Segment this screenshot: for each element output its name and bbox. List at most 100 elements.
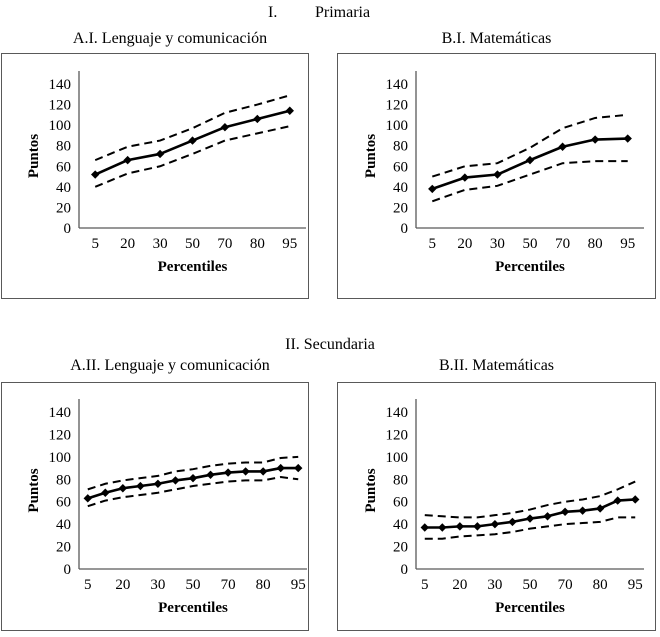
y-tick-label: 40 [56,180,71,196]
data-point-marker [420,523,429,532]
y-tick-label: 140 [49,77,72,93]
x-tick-label: 30 [150,577,165,593]
data-point-marker [253,114,262,124]
data-point-marker [276,463,285,473]
y-tick-label: 60 [56,159,71,175]
x-tick-label: 95 [628,577,643,593]
data-point-marker [508,517,517,527]
x-tick-label: 20 [457,236,472,252]
data-point-marker [91,170,100,179]
y-tick-label: 60 [56,495,71,511]
chart-title-secundaria-lenguaje: A.II. Lenguaje y comunicación [70,357,270,374]
data-point-marker [623,134,632,143]
y-tick-label: 20 [56,540,71,556]
data-point-marker [490,519,500,529]
y-tick-label: 140 [386,405,409,421]
chart-plot-primaria-lenguaje: 0 20 40 60 80 100 120 140 5 20 30 50 70 80 95 Puntos Per… [26,71,306,275]
y-axis-title: Puntos [363,468,379,512]
x-tick-label: 70 [221,577,236,593]
x-tick-label: 50 [186,577,201,593]
data-point-marker [285,106,294,115]
data-point-marker [613,496,622,505]
y-tick-label: 120 [49,98,72,114]
data-point-marker [590,135,600,144]
y-tick-label: 120 [386,98,409,114]
section-heading-secundaria: II. Secundaria [0,336,660,354]
x-tick-label: 20 [452,577,467,593]
y-tick-label: 140 [386,77,409,93]
x-tick-label: 20 [120,236,135,252]
data-point-marker [241,467,250,476]
data-point-marker [631,495,640,504]
chart-title-primaria-matematicas: B.I. Matemáticas [441,30,552,47]
data-point-marker [153,479,163,488]
y-tick-label: 100 [386,450,409,466]
chart-frame-secundaria-lenguaje: 0 20 40 60 80 100 120 140 5 20 30 50 70 80 95 Puntos Per… [1,382,309,631]
y-tick-label: 140 [49,405,72,421]
y-tick-label: 60 [393,495,408,511]
data-point-marker [206,470,215,479]
y-tick-label: 0 [64,562,72,578]
y-tick-label: 40 [393,517,408,533]
series-banda-inferior [94,125,291,188]
data-point-marker [578,506,587,515]
data-point-marker [560,507,570,517]
series-puntaje [424,498,636,529]
x-tick-label: 95 [291,577,306,593]
x-tick-label: 95 [620,236,635,252]
y-tick-label: 20 [393,200,408,216]
x-tick-label: 95 [282,236,297,252]
y-tick-label: 0 [64,221,72,237]
x-tick-label: 30 [490,236,505,252]
y-tick-label: 100 [49,450,72,466]
x-tick-label: 5 [421,577,429,593]
series-puntaje [87,466,299,500]
series-banda-inferior [87,476,299,508]
y-axis-title: Puntos [26,468,42,512]
x-tick-label: 70 [558,577,573,593]
chart-frame-primaria-matematicas: 0 20 40 60 80 100 120 140 5 20 30 50 70 80 95 Puntos Per… [337,53,656,299]
data-point-marker [83,494,92,503]
chart-plot-primaria-matematicas: 0 20 40 60 80 100 120 140 5 20 30 50 70 80 95 Puntos Per… [363,71,644,275]
data-point-marker [493,170,502,179]
x-tick-label: 70 [555,236,570,252]
y-tick-label: 80 [393,139,408,155]
y-tick-label: 80 [393,472,408,488]
chart-plot-secundaria-matematicas: 0 20 40 60 80 100 120 140 5 20 30 50 70 80 95 Puntos Per… [363,399,644,616]
series-banda-superior [424,480,636,519]
x-tick-label: 80 [250,236,265,252]
x-axis-title: Percentiles [495,259,565,275]
data-point-marker [473,522,482,531]
x-tick-label: 50 [523,577,538,593]
series-banda-inferior [424,516,636,540]
x-tick-label: 80 [588,236,603,252]
x-tick-label: 70 [217,236,232,252]
data-point-marker [460,173,470,182]
y-tick-label: 0 [401,562,409,578]
data-point-marker [118,484,128,493]
data-point-marker [188,473,198,483]
chart-title-primaria-lenguaje: A.I. Lenguaje y comunicación [72,30,268,47]
y-tick-label: 20 [393,540,408,556]
data-point-marker [525,155,535,165]
data-point-marker [438,523,447,532]
y-tick-label: 60 [393,159,408,175]
y-tick-label: 40 [56,517,71,533]
y-tick-label: 100 [49,118,72,134]
data-point-marker [595,504,605,513]
y-tick-label: 40 [393,180,408,196]
data-point-marker [558,142,567,151]
data-point-marker [455,522,465,531]
series-banda-superior [87,455,299,491]
x-axis-title: Percentiles [158,259,228,275]
data-point-marker [294,463,303,473]
x-tick-label: 5 [91,236,99,252]
x-axis-title: Percentiles [495,600,565,616]
x-tick-label: 50 [523,236,538,252]
series-banda-superior [431,113,628,178]
y-tick-label: 80 [56,472,71,488]
data-point-marker [258,467,268,476]
data-point-marker [188,136,197,145]
y-tick-label: 100 [386,118,409,134]
